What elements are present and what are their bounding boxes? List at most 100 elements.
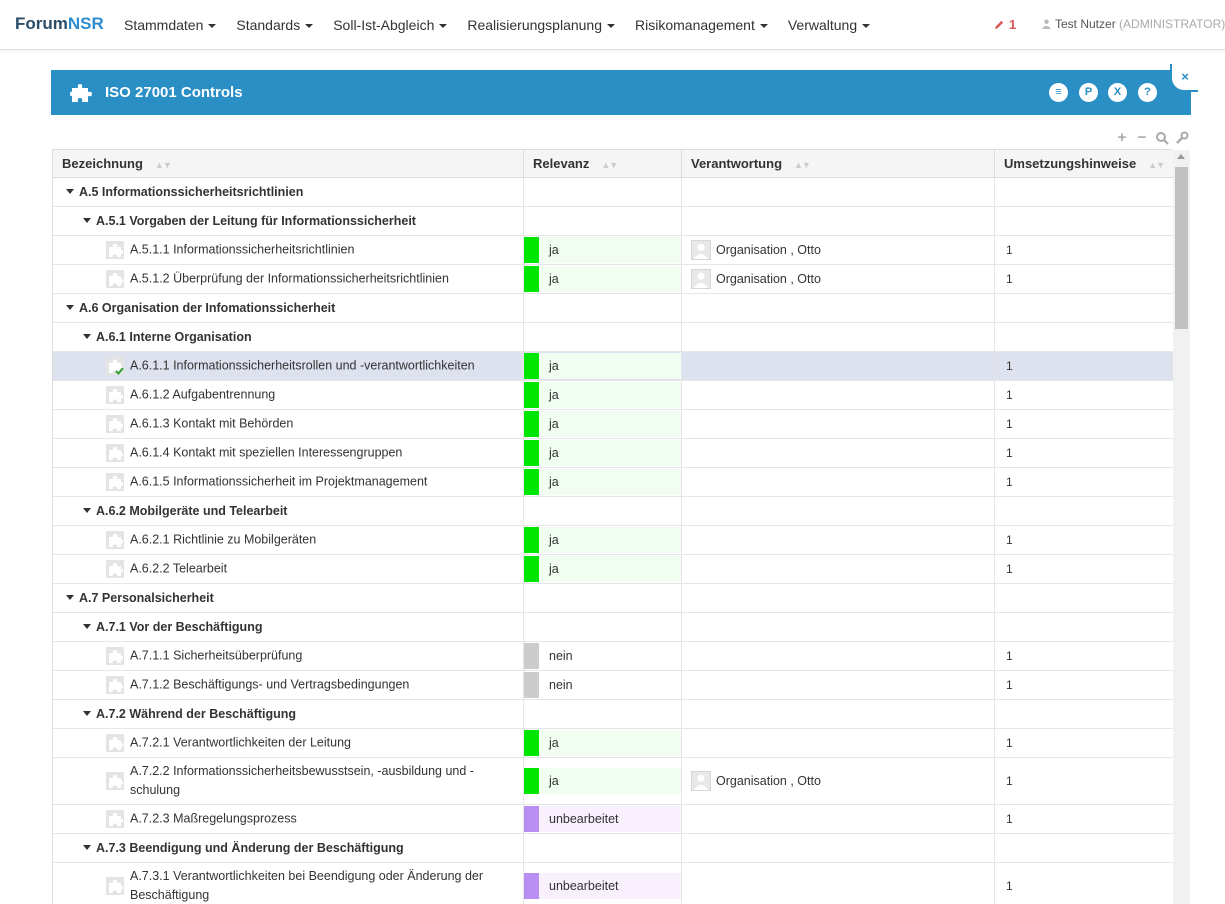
cell-relevanz[interactable]: ja xyxy=(524,555,682,583)
table-row[interactable]: A.5.1.2 Überprüfung der Informationssich… xyxy=(53,265,1173,294)
scroll-up-icon[interactable] xyxy=(1177,154,1185,159)
table-row[interactable]: A.7.1.2 Beschäftigungs- und Vertragsbedi… xyxy=(53,671,1173,700)
group-row[interactable]: A.6.1 Interne Organisation xyxy=(53,323,1173,352)
cell-verantwortung[interactable]: Organisation , Otto xyxy=(682,236,995,264)
expand-triangle-icon[interactable] xyxy=(83,711,91,716)
cell-verantwortung[interactable]: Organisation , Otto xyxy=(682,758,995,804)
cell-umsetzungshinweise[interactable]: 1 xyxy=(995,642,1173,670)
cell-umsetzungshinweise[interactable]: 1 xyxy=(995,381,1173,409)
table-row[interactable]: A.6.2.1 Richtlinie zu Mobilgeräten ja 1 xyxy=(53,526,1173,555)
user-menu[interactable]: Test Nutzer (ADMINISTRATOR) xyxy=(1042,17,1225,31)
column-header-relevanz[interactable]: Relevanz ▲▼ xyxy=(524,150,682,178)
cell-umsetzungshinweise[interactable]: 1 xyxy=(995,236,1173,264)
expand-triangle-icon[interactable] xyxy=(83,508,91,513)
cell-verantwortung[interactable] xyxy=(682,468,995,496)
cell-relevanz[interactable]: ja xyxy=(524,729,682,757)
cell-umsetzungshinweise[interactable]: 1 xyxy=(995,758,1173,804)
column-header-bezeichnung[interactable]: Bezeichnung ▲▼ xyxy=(53,150,524,178)
cell-umsetzungshinweise[interactable]: 1 xyxy=(995,863,1173,904)
expand-triangle-icon[interactable] xyxy=(66,305,74,310)
excel-export-button[interactable]: X xyxy=(1108,83,1127,102)
menu-standards[interactable]: Standards xyxy=(226,0,323,50)
cell-umsetzungshinweise[interactable]: 1 xyxy=(995,468,1173,496)
app-logo[interactable]: ForumNSR xyxy=(15,14,104,34)
cell-relevanz[interactable]: nein xyxy=(524,642,682,670)
cell-umsetzungshinweise[interactable]: 1 xyxy=(995,410,1173,438)
table-row[interactable]: A.7.2.2 Informationssicherheitsbewusstse… xyxy=(53,758,1173,805)
cell-verantwortung[interactable] xyxy=(682,352,995,380)
cell-verantwortung[interactable] xyxy=(682,439,995,467)
group-row[interactable]: A.5 Informationssicherheitsrichtlinien xyxy=(53,178,1173,207)
table-row[interactable]: A.7.2.1 Verantwortlichkeiten der Leitung… xyxy=(53,729,1173,758)
wrench-icon[interactable] xyxy=(1175,131,1189,145)
menu-stammdaten[interactable]: Stammdaten xyxy=(114,0,226,50)
table-row[interactable]: A.6.1.2 Aufgabentrennung ja 1 xyxy=(53,381,1173,410)
cell-relevanz[interactable]: ja xyxy=(524,381,682,409)
cell-umsetzungshinweise[interactable]: 1 xyxy=(995,555,1173,583)
cell-relevanz[interactable]: ja xyxy=(524,526,682,554)
group-row[interactable]: A.5.1 Vorgaben der Leitung für Informati… xyxy=(53,207,1173,236)
cell-verantwortung[interactable] xyxy=(682,381,995,409)
menu-soll-ist-abgleich[interactable]: Soll-Ist-Abgleich xyxy=(323,0,457,50)
cell-umsetzungshinweise[interactable]: 1 xyxy=(995,352,1173,380)
cell-relevanz[interactable]: unbearbeitet xyxy=(524,863,682,904)
cell-umsetzungshinweise[interactable]: 1 xyxy=(995,526,1173,554)
menu-risikomanagement[interactable]: Risikomanagement xyxy=(625,0,778,50)
table-row[interactable]: A.6.1.1 Informationssicherheitsrollen un… xyxy=(53,352,1173,381)
expand-all-icon[interactable]: + xyxy=(1117,129,1127,146)
cell-relevanz[interactable]: ja xyxy=(524,468,682,496)
group-row[interactable]: A.6.2 Mobilgeräte und Telearbeit xyxy=(53,497,1173,526)
group-row[interactable]: A.7 Personalsicherheit xyxy=(53,584,1173,613)
table-row[interactable]: A.7.3.1 Verantwortlichkeiten bei Beendig… xyxy=(53,863,1173,904)
expand-triangle-icon[interactable] xyxy=(83,845,91,850)
cell-relevanz[interactable]: nein xyxy=(524,671,682,699)
menu-verwaltung[interactable]: Verwaltung xyxy=(778,0,880,50)
column-header-umsetzungshinweise[interactable]: Umsetzungshinweise ▲▼ xyxy=(995,150,1173,178)
cell-umsetzungshinweise[interactable]: 1 xyxy=(995,729,1173,757)
cell-umsetzungshinweise[interactable]: 1 xyxy=(995,439,1173,467)
cell-relevanz[interactable]: unbearbeitet xyxy=(524,805,682,833)
cell-umsetzungshinweise[interactable]: 1 xyxy=(995,671,1173,699)
column-header-verantwortung[interactable]: Verantwortung ▲▼ xyxy=(682,150,995,178)
group-row[interactable]: A.7.3 Beendigung und Änderung der Beschä… xyxy=(53,834,1173,863)
cell-verantwortung[interactable] xyxy=(682,410,995,438)
vertical-scrollbar[interactable] xyxy=(1173,150,1190,904)
cell-relevanz[interactable]: ja xyxy=(524,439,682,467)
group-row[interactable]: A.6 Organisation der Infomationssicherhe… xyxy=(53,294,1173,323)
collapse-all-icon[interactable]: − xyxy=(1137,129,1147,146)
cell-verantwortung[interactable] xyxy=(682,729,995,757)
scrollbar-thumb[interactable] xyxy=(1175,167,1188,329)
close-panel-button[interactable]: × xyxy=(1170,64,1198,92)
cell-relevanz[interactable]: ja xyxy=(524,758,682,804)
expand-triangle-icon[interactable] xyxy=(83,334,91,339)
cell-relevanz[interactable]: ja xyxy=(524,236,682,264)
table-row[interactable]: A.6.1.5 Informationssicherheit im Projek… xyxy=(53,468,1173,497)
menu-realisierungsplanung[interactable]: Realisierungsplanung xyxy=(457,0,625,50)
expand-triangle-icon[interactable] xyxy=(66,595,74,600)
notification-button[interactable]: 1 xyxy=(994,17,1016,32)
group-row[interactable]: A.7.1 Vor der Beschäftigung xyxy=(53,613,1173,642)
cell-relevanz[interactable]: ja xyxy=(524,410,682,438)
expand-triangle-icon[interactable] xyxy=(83,218,91,223)
table-row[interactable]: A.5.1.1 Informationssicherheitsrichtlini… xyxy=(53,236,1173,265)
table-row[interactable]: A.7.1.1 Sicherheitsüberprüfung nein 1 xyxy=(53,642,1173,671)
cell-umsetzungshinweise[interactable]: 1 xyxy=(995,265,1173,293)
cell-verantwortung[interactable] xyxy=(682,805,995,833)
cell-relevanz[interactable]: ja xyxy=(524,352,682,380)
help-button[interactable]: ? xyxy=(1138,83,1157,102)
search-icon[interactable] xyxy=(1155,131,1169,145)
table-row[interactable]: A.6.2.2 Telearbeit ja 1 xyxy=(53,555,1173,584)
expand-triangle-icon[interactable] xyxy=(66,189,74,194)
table-row[interactable]: A.6.1.4 Kontakt mit speziellen Interesse… xyxy=(53,439,1173,468)
table-row[interactable]: A.7.2.3 Maßregelungsprozess unbearbeitet 1 xyxy=(53,805,1173,834)
cell-verantwortung[interactable] xyxy=(682,642,995,670)
cell-relevanz[interactable]: ja xyxy=(524,265,682,293)
cell-verantwortung[interactable] xyxy=(682,863,995,904)
expand-triangle-icon[interactable] xyxy=(83,624,91,629)
cell-verantwortung[interactable] xyxy=(682,671,995,699)
cell-verantwortung[interactable] xyxy=(682,526,995,554)
cell-umsetzungshinweise[interactable]: 1 xyxy=(995,805,1173,833)
cell-verantwortung[interactable] xyxy=(682,555,995,583)
table-row[interactable]: A.6.1.3 Kontakt mit Behörden ja 1 xyxy=(53,410,1173,439)
pdf-export-button[interactable]: P xyxy=(1079,83,1098,102)
